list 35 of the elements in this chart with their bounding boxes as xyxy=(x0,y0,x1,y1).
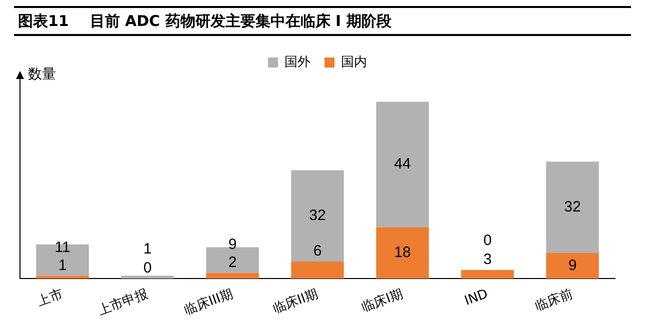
data-label: 11 xyxy=(54,238,70,256)
data-label: 18 xyxy=(394,244,411,262)
bar xyxy=(546,252,599,279)
data-label: 3 xyxy=(483,251,492,268)
x-tick-label: 临床前 xyxy=(533,286,576,314)
data-label: 32 xyxy=(309,206,326,224)
x-tick-label: 上市 xyxy=(35,286,66,310)
data-label: 6 xyxy=(313,242,322,260)
data-label: 1 xyxy=(58,256,67,274)
x-tick-label: 上市申报 xyxy=(96,286,150,319)
bar xyxy=(376,102,429,228)
bar xyxy=(206,272,259,279)
x-tick-label: 临床III期 xyxy=(182,286,236,318)
bar xyxy=(36,276,89,279)
data-label: 1 xyxy=(143,240,152,258)
bar xyxy=(461,270,514,279)
data-label: 9 xyxy=(228,236,237,253)
x-tick-label: IND xyxy=(462,286,490,309)
bar xyxy=(376,227,429,279)
x-tick-label: 临床II期 xyxy=(271,286,320,317)
bar xyxy=(291,261,344,279)
data-label: 32 xyxy=(564,198,581,216)
bar xyxy=(121,276,174,279)
legend-label: 国内 xyxy=(341,54,367,70)
data-label: 9 xyxy=(568,256,577,274)
data-label: 44 xyxy=(394,156,411,173)
bar xyxy=(291,170,344,262)
y-axis-title: 数量 xyxy=(28,66,56,83)
data-label: 0 xyxy=(143,260,152,277)
data-label: 0 xyxy=(483,232,492,250)
chart-title: 图表11 目前 ADC 药物研发主要集中在临床 I 期阶段 xyxy=(14,6,631,36)
legend-label: 国外 xyxy=(284,54,310,70)
data-label: 2 xyxy=(228,254,237,271)
bar xyxy=(546,162,599,253)
x-tick-label: 临床I期 xyxy=(360,286,406,316)
